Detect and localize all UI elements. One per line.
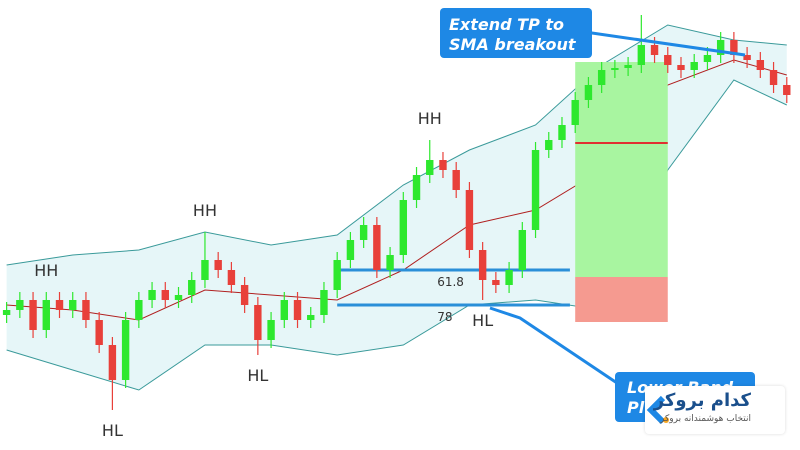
candle-body xyxy=(465,190,474,250)
candle-body xyxy=(16,300,24,310)
candle-body xyxy=(148,290,156,300)
candle-body xyxy=(359,225,368,240)
callout-text: SMA breakout xyxy=(449,35,577,54)
candle-body xyxy=(386,255,394,270)
swing-label: HL xyxy=(472,311,493,330)
logo-title: کدام بروکر xyxy=(653,390,751,411)
candle-body xyxy=(650,45,659,55)
candle-body xyxy=(2,310,11,315)
band-lower xyxy=(6,79,787,391)
callout-text: Pl xyxy=(627,398,645,417)
swing-label: HL xyxy=(247,366,268,385)
candle-body xyxy=(42,300,50,330)
candle-body xyxy=(293,300,302,320)
fib-label: 61.8 xyxy=(437,275,464,289)
candle-body xyxy=(730,40,738,55)
candle-body xyxy=(571,100,579,125)
candle-body xyxy=(135,300,143,320)
candles-layer xyxy=(2,15,791,410)
candle-body xyxy=(108,345,117,380)
candle-body xyxy=(677,65,685,70)
candle-body xyxy=(399,200,408,255)
candle-body xyxy=(743,55,751,60)
candle-body xyxy=(161,290,169,300)
candle-body xyxy=(584,85,593,100)
swing-label: HL xyxy=(102,421,123,440)
candle-body xyxy=(95,320,103,345)
candle-body xyxy=(412,175,421,200)
candle-body xyxy=(439,160,447,170)
candle-body xyxy=(716,40,725,55)
candle-body xyxy=(240,285,249,305)
candle-body xyxy=(664,55,672,65)
candle-body xyxy=(214,260,222,270)
fib-label: 78 xyxy=(437,310,452,324)
candle-body xyxy=(597,70,606,85)
callout-arrow xyxy=(584,30,746,57)
candle-body xyxy=(505,270,513,285)
candle-body xyxy=(267,320,275,340)
candle-body xyxy=(611,68,619,70)
candle-body xyxy=(703,55,712,62)
position-layer xyxy=(575,62,668,322)
band-upper xyxy=(6,24,787,266)
logo: کدام بروکر انتخاب هوشمندانه بروکر xyxy=(645,386,785,434)
candle-body xyxy=(55,300,64,310)
callout-arrow xyxy=(489,306,621,387)
candle-body xyxy=(478,250,487,280)
swing-label: HH xyxy=(418,109,442,128)
candle-body xyxy=(307,315,315,320)
candle-body xyxy=(69,300,77,310)
candle-body xyxy=(492,280,500,285)
candle-body xyxy=(254,305,262,340)
candle-body xyxy=(452,170,460,190)
loss-zone xyxy=(575,277,668,322)
candle-body xyxy=(637,45,646,65)
callout-text: Extend TP to xyxy=(449,15,564,34)
candle-body xyxy=(280,300,288,320)
annotation-layer: HH HH HH HL HL HL xyxy=(34,109,493,440)
swing-label: HH xyxy=(34,261,58,280)
candle-body xyxy=(320,290,328,315)
candle-body xyxy=(518,230,527,270)
callout-top: Extend TP to SMA breakout xyxy=(440,8,746,58)
candle-body xyxy=(783,85,791,95)
candle-body xyxy=(346,240,355,260)
candle-body xyxy=(690,62,698,70)
candle-body xyxy=(769,70,778,85)
candle-body xyxy=(531,150,540,230)
candle-body xyxy=(624,65,632,68)
candle-body xyxy=(558,125,566,140)
candle-body xyxy=(333,260,341,290)
swing-label: HH xyxy=(193,201,217,220)
candle-body xyxy=(188,280,196,295)
candle-body xyxy=(29,300,37,330)
logo-subtitle: انتخاب هوشمندانه بروکر xyxy=(660,414,751,424)
candle-body xyxy=(174,295,183,300)
candle-body xyxy=(82,300,90,320)
callout-box xyxy=(440,8,592,58)
candle-body xyxy=(426,160,434,175)
candle-body xyxy=(227,270,236,285)
candle-body xyxy=(373,225,381,270)
candle-body xyxy=(756,60,765,70)
candle-body xyxy=(121,320,130,380)
logo-icon xyxy=(646,395,669,425)
candle-body xyxy=(545,140,553,150)
candle-body xyxy=(201,260,209,280)
